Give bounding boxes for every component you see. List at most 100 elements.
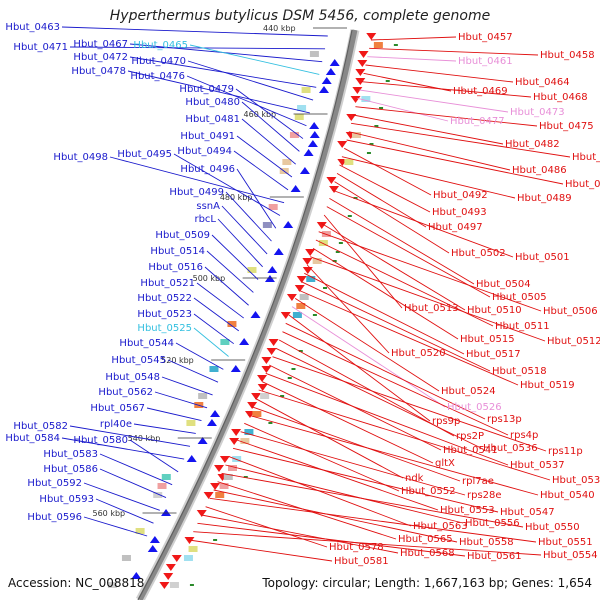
left-gene-label[interactable]: Hbut_0463 [5, 22, 60, 33]
left-gene-label[interactable]: Hbut_0592 [27, 478, 82, 489]
right-gene-label[interactable]: Hbut_0513 [404, 303, 459, 314]
right-gene-label[interactable]: Hbut_0524 [441, 386, 496, 397]
right-gene-label[interactable]: Hbut_0501 [515, 252, 570, 263]
left-gene-label[interactable]: Hbut_0465 [133, 40, 188, 51]
left-gene-label[interactable]: Hbut_0521 [140, 278, 195, 289]
right-gene-label[interactable]: rps9p [432, 416, 460, 427]
right-gene-label[interactable]: rps13p [487, 414, 522, 425]
right-gene-label[interactable]: Hbut_0482 [505, 139, 560, 150]
left-gene-label[interactable]: Hbut_0467 [73, 39, 128, 50]
right-gene-label[interactable]: Hbut_0526 [447, 402, 502, 413]
right-gene-label[interactable]: Hbut_0506 [543, 306, 598, 317]
right-gene-label[interactable]: Hbut_0497 [428, 222, 483, 233]
right-gene-label[interactable]: rps28e [467, 490, 502, 501]
right-gene-label[interactable]: Hbut_0556 [465, 518, 520, 529]
right-gene-label[interactable]: Hbut_0578 [329, 542, 384, 553]
left-gene-label[interactable]: Hbut_0580 [73, 435, 128, 446]
right-gene-label[interactable]: Hbut_0502 [451, 248, 506, 259]
right-gene-label[interactable]: Hbut_0489 [517, 193, 572, 204]
right-gene-label[interactable]: Hbut_0563 [413, 521, 468, 532]
right-gene-label[interactable]: Hbut_0540 [540, 490, 595, 501]
right-gene-label[interactable]: Hbut_0541 [443, 445, 498, 456]
right-gene-label[interactable]: Hbut_0511 [495, 321, 550, 332]
left-gene-label[interactable]: Hbut_0499 [169, 187, 224, 198]
left-gene-label[interactable]: Hbut_0523 [137, 309, 192, 320]
left-gene-label[interactable]: rbcL [194, 214, 216, 225]
right-gene-label[interactable]: Hbut_0477 [450, 116, 505, 127]
left-gene-label[interactable]: Hbut_0472 [73, 52, 128, 63]
left-gene-label[interactable]: Hbut_0470 [131, 56, 186, 67]
left-gene-label[interactable]: Hbut_0525 [137, 323, 192, 334]
right-gene-label[interactable]: Hbut_0518 [492, 366, 547, 377]
left-gene-label[interactable]: Hbut_0494 [177, 146, 232, 157]
left-gene-label[interactable]: Hbut_0496 [180, 164, 235, 175]
left-gene-label[interactable]: Hbut_0584 [5, 433, 60, 444]
left-gene-label[interactable]: Hbut_0514 [150, 246, 205, 257]
left-gene-label[interactable]: Hbut_0491 [180, 131, 235, 142]
left-gene-label[interactable]: Hbut_0586 [43, 464, 98, 475]
left-gene-label[interactable]: Hbut_0478 [71, 66, 126, 77]
right-gene-label[interactable]: Hbut_0553 [440, 505, 495, 516]
left-gene-label[interactable]: Hbut_0544 [119, 338, 174, 349]
right-gene-label[interactable]: rps2P [456, 431, 484, 442]
right-gene-label[interactable]: Hbut_0520 [391, 348, 446, 359]
right-gene-label[interactable]: Hbut_0505 [492, 292, 547, 303]
right-gene-label[interactable]: rps4p [510, 430, 538, 441]
left-gene-label[interactable]: Hbut_0498 [53, 152, 108, 163]
right-gene-label[interactable]: Hbut_0565 [398, 534, 453, 545]
right-gene-label[interactable]: Hbut_0515 [460, 334, 515, 345]
right-gene-label[interactable]: ndk [405, 473, 424, 484]
left-gene-label[interactable]: Hbut_0582 [13, 421, 68, 432]
right-gene-label[interactable]: Hbut_0486 [512, 165, 567, 176]
right-gene-label[interactable]: Hbut_0547 [500, 507, 555, 518]
left-gene-label[interactable]: Hbut_0481 [185, 114, 240, 125]
left-gene-label[interactable]: Hbut_0479 [179, 84, 234, 95]
right-gene-label[interactable]: Hbut_0461 [458, 56, 513, 67]
left-gene-label[interactable]: Hbut_0476 [130, 71, 185, 82]
right-gene-label[interactable]: Hbut_0554 [543, 550, 598, 561]
left-gene-label[interactable]: Hbut_0596 [27, 512, 82, 523]
left-gene-label[interactable]: Hbut_0583 [43, 449, 98, 460]
right-gene-label[interactable]: Hbut_0457 [458, 32, 513, 43]
right-gene-label[interactable]: Hbut_0568 [400, 548, 455, 559]
right-gene-label[interactable]: Hbut_0469 [453, 86, 508, 97]
left-gene-label[interactable]: Hbut_0516 [148, 262, 203, 273]
left-gene-label[interactable]: Hbut_0567 [90, 403, 145, 414]
right-gene-label[interactable]: Hbut_0561 [467, 551, 522, 562]
right-gene-label[interactable]: Hbut_0550 [525, 522, 580, 533]
left-gene-label[interactable]: Hbut_0522 [137, 293, 192, 304]
right-gene-label[interactable]: Hbut_0512 [547, 336, 600, 347]
left-gene-label[interactable]: Hbut_0480 [185, 97, 240, 108]
right-gene-label[interactable]: Hbut_0558 [459, 537, 514, 548]
right-gene-label[interactable]: Hbut_0483 [572, 152, 600, 163]
left-gene-label[interactable]: Hbut_0495 [117, 149, 172, 160]
right-gene-label[interactable]: Hbut_0551 [538, 537, 593, 548]
left-gene-label[interactable]: Hbut_0509 [155, 230, 210, 241]
right-gene-label[interactable]: Hbut_0468 [533, 92, 588, 103]
left-gene-label[interactable]: Hbut_0593 [39, 494, 94, 505]
right-gene-label[interactable]: Hbut_0537 [510, 460, 565, 471]
right-gene-label[interactable]: Hbut_0464 [515, 77, 570, 88]
left-gene-label[interactable]: Hbut_0545 [111, 355, 166, 366]
left-gene-label[interactable]: Hbut_0548 [105, 372, 160, 383]
right-gene-label[interactable]: rpl7ae [462, 476, 494, 487]
right-gene-label[interactable]: Hbut_0492 [433, 190, 488, 201]
right-gene-label[interactable]: Hbut_0504 [476, 279, 531, 290]
right-gene-label[interactable]: Hbut_0487 [565, 179, 600, 190]
right-gene-label[interactable]: gltX [435, 458, 455, 469]
left-gene-label[interactable]: Hbut_0562 [98, 387, 153, 398]
right-gene-label[interactable]: Hbut_0538 [552, 475, 600, 486]
right-gene-label[interactable]: Hbut_0510 [467, 305, 522, 316]
left-gene-label[interactable]: rpl40e [100, 419, 132, 430]
right-gene-label[interactable]: Hbut_0536 [483, 443, 538, 454]
right-gene-label[interactable]: Hbut_0517 [466, 349, 521, 360]
right-gene-label[interactable]: Hbut_0519 [520, 380, 575, 391]
right-gene-label[interactable]: Hbut_0493 [432, 207, 487, 218]
right-gene-label[interactable]: Hbut_0473 [510, 107, 565, 118]
right-gene-label[interactable]: Hbut_0458 [540, 50, 595, 61]
right-gene-label[interactable]: Hbut_0475 [539, 121, 594, 132]
right-gene-label[interactable]: Hbut_0581 [334, 556, 389, 567]
right-gene-label[interactable]: Hbut_0552 [401, 486, 456, 497]
right-gene-label[interactable]: rps11p [548, 446, 583, 457]
left-gene-label[interactable]: ssnA [196, 201, 220, 212]
